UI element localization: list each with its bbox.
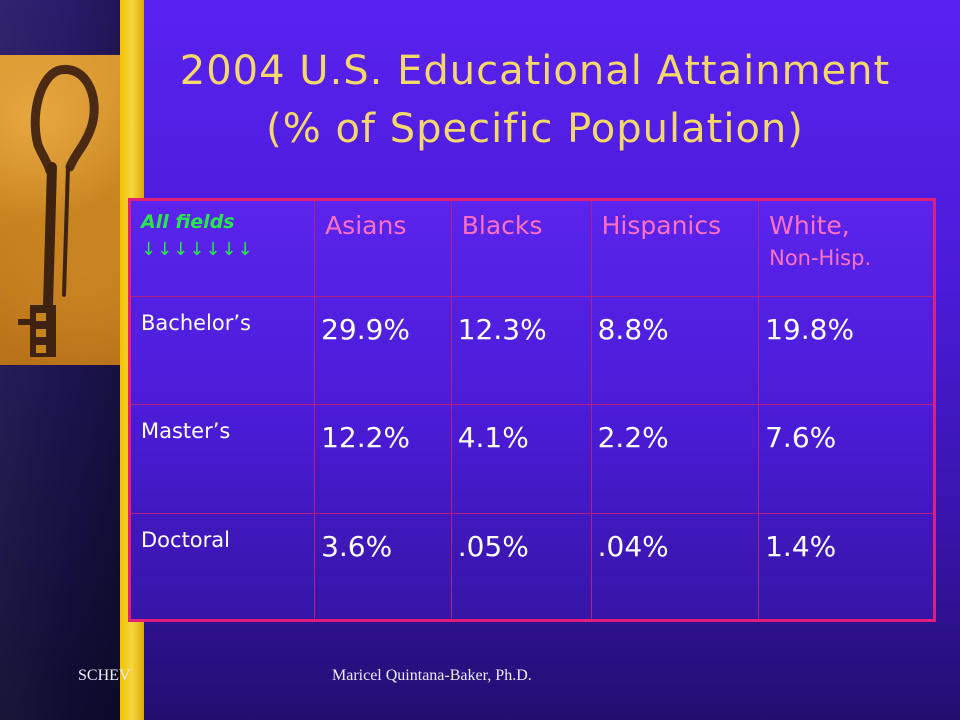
value-cell: 12.3% xyxy=(450,295,592,406)
value-cell: 1.4% xyxy=(758,513,935,621)
key-icon xyxy=(18,65,99,357)
value-cell: .04% xyxy=(590,513,760,621)
value-cell: 29.9% xyxy=(314,295,452,406)
old-key-image xyxy=(0,55,120,365)
header-white-non-hisp: White, Non-Hisp. xyxy=(758,199,935,297)
table-row: Bachelor’s 29.9% 12.3% 8.8% 19.8% xyxy=(128,295,935,406)
row-label-doctoral: Doctoral xyxy=(128,513,316,621)
value-cell: 12.2% xyxy=(314,404,452,515)
table-header-row: All fields ↓↓↓↓↓↓↓ Asians Blacks Hispani… xyxy=(128,199,935,297)
table-row: Doctoral 3.6% .05% .04% 1.4% xyxy=(128,513,935,621)
value-cell: 3.6% xyxy=(314,513,452,621)
header-white-line1: White, xyxy=(769,211,850,240)
corner-cell: All fields ↓↓↓↓↓↓↓ xyxy=(128,199,316,297)
title-line-1: 2004 U.S. Educational Attainment xyxy=(179,48,891,94)
down-arrows-icon: ↓↓↓↓↓↓↓ xyxy=(141,239,254,260)
row-label-masters: Master’s xyxy=(128,404,316,515)
value-cell: .05% xyxy=(450,513,592,621)
row-label-bachelors: Bachelor’s xyxy=(128,295,316,406)
value-cell: 19.8% xyxy=(758,295,935,406)
header-white-line2: Non-Hisp. xyxy=(769,246,872,270)
footer-org: SCHEV xyxy=(78,667,131,684)
value-cell: 7.6% xyxy=(758,404,935,515)
header-blacks: Blacks xyxy=(450,199,592,297)
value-cell: 4.1% xyxy=(450,404,592,515)
header-asians: Asians xyxy=(314,199,452,297)
value-cell: 8.8% xyxy=(590,295,760,406)
table-row: Master’s 12.2% 4.1% 2.2% 7.6% xyxy=(128,404,935,515)
title-line-2: (% of Specific Population) xyxy=(266,106,804,152)
all-fields-label: All fields xyxy=(141,211,235,233)
slide-title: 2004 U.S. Educational Attainment (% of S… xyxy=(150,42,920,158)
header-hispanics: Hispanics xyxy=(590,199,760,297)
value-cell: 2.2% xyxy=(590,404,760,515)
attainment-table: All fields ↓↓↓↓↓↓↓ Asians Blacks Hispani… xyxy=(128,198,936,622)
footer-author: Maricel Quintana-Baker, Ph.D. xyxy=(332,667,532,684)
